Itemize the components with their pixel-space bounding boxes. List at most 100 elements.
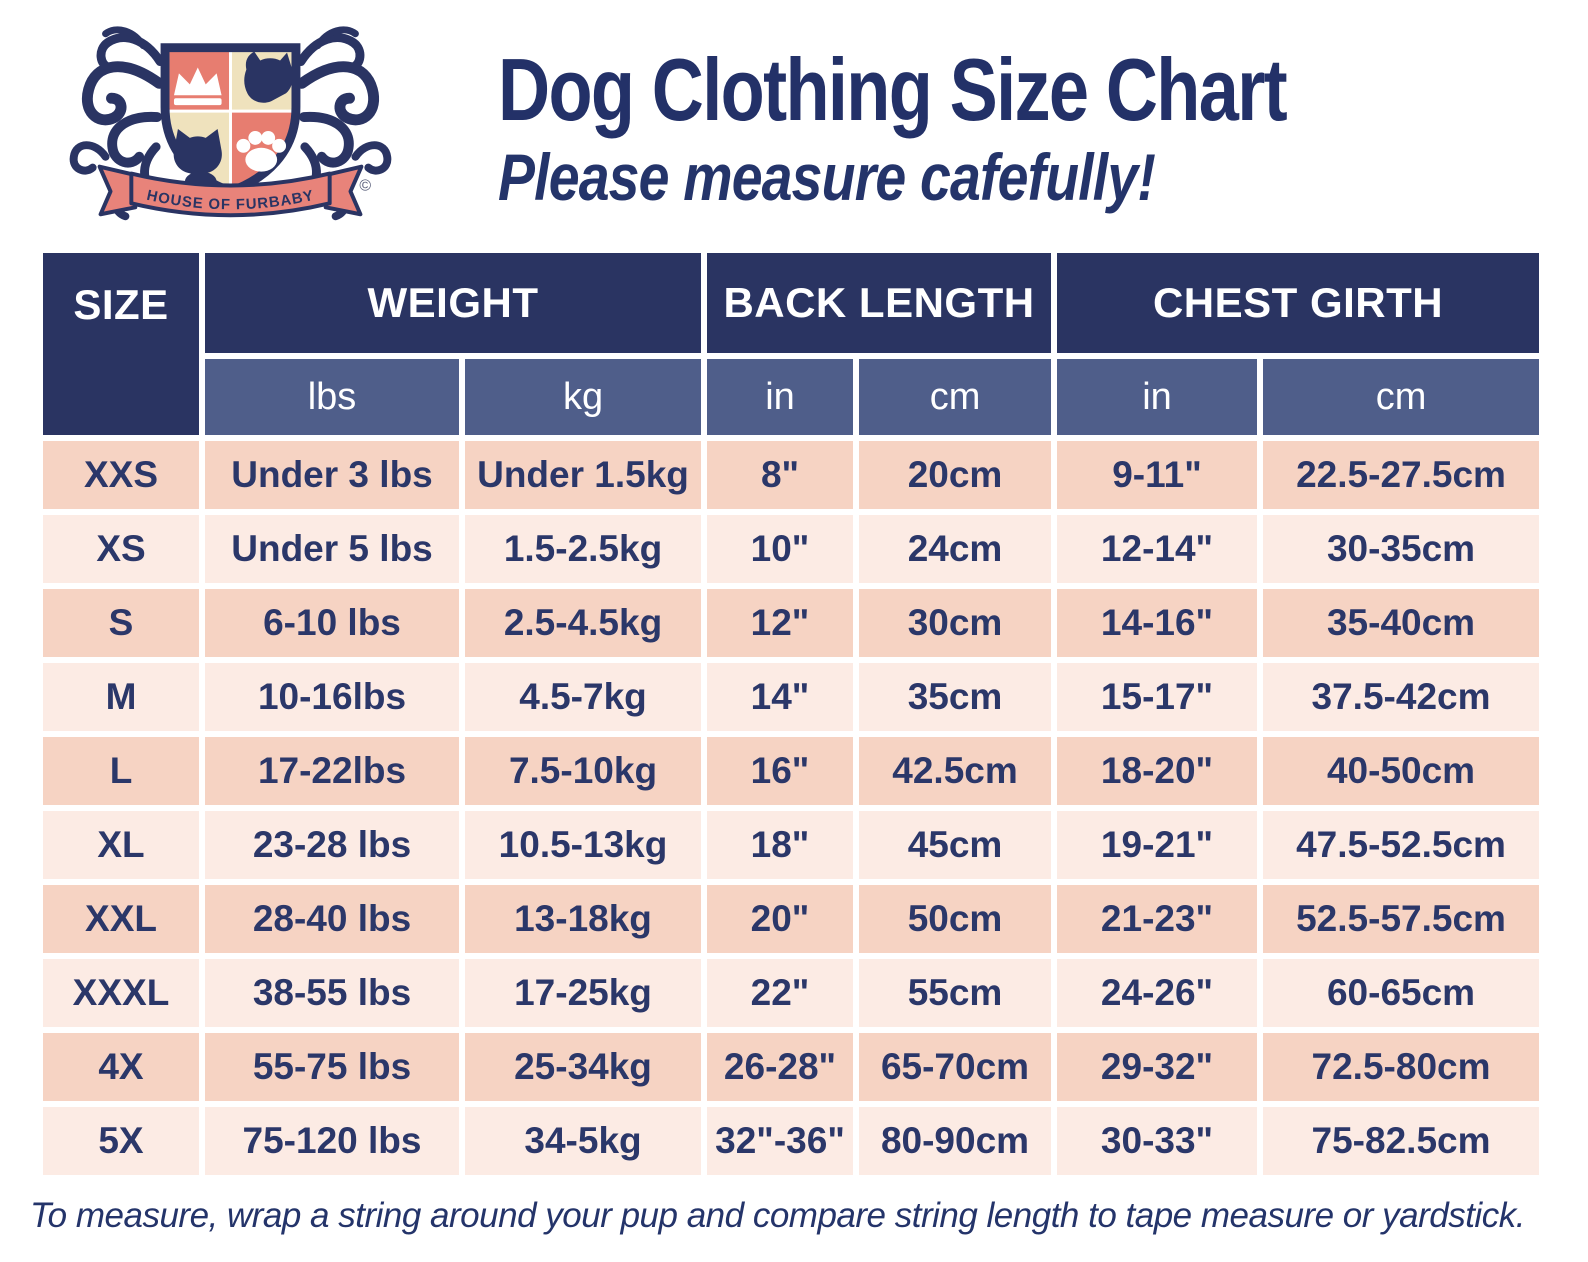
table-row: XXS Under 3 lbs Under 1.5kg 8" 20cm 9-11… xyxy=(43,441,1540,509)
chest-girth-cm-cell: 60-65cm xyxy=(1263,959,1540,1027)
column-header-back-length: BACK LENGTH xyxy=(707,253,1052,353)
weight-kg-cell: Under 1.5kg xyxy=(465,441,702,509)
unit-header-weight-lbs: lbs xyxy=(205,359,459,435)
size-cell: M xyxy=(43,663,199,731)
chest-girth-cm-cell: 72.5-80cm xyxy=(1263,1033,1540,1101)
title-block: Dog Clothing Size Chart Please measure c… xyxy=(498,40,1459,214)
size-cell: S xyxy=(43,589,199,657)
dog-head-icon xyxy=(244,51,294,103)
back-length-cm-cell: 35cm xyxy=(859,663,1052,731)
chest-girth-cm-cell: 52.5-57.5cm xyxy=(1263,885,1540,953)
chest-girth-in-cell: 30-33" xyxy=(1057,1107,1258,1175)
back-length-cm-cell: 24cm xyxy=(859,515,1052,583)
copyright-symbol: © xyxy=(359,177,371,194)
chest-girth-cm-cell: 40-50cm xyxy=(1263,737,1540,805)
chest-girth-in-cell: 24-26" xyxy=(1057,959,1258,1027)
column-group-header-row: SIZE WEIGHT BACK LENGTH CHEST GIRTH xyxy=(43,253,1540,435)
chest-girth-cm-cell: 22.5-27.5cm xyxy=(1263,441,1540,509)
chest-girth-in-cell: 19-21" xyxy=(1057,811,1258,879)
paw-icon xyxy=(236,130,287,172)
size-cell: XXL xyxy=(43,885,199,953)
back-length-cm-cell: 55cm xyxy=(859,959,1052,1027)
weight-lbs-cell: Under 5 lbs xyxy=(205,515,459,583)
size-chart-table: SIZE WEIGHT BACK LENGTH CHEST GIRTH lbs … xyxy=(37,247,1545,1181)
back-length-in-cell: 14" xyxy=(707,663,854,731)
table-row: XXL 28-40 lbs 13-18kg 20" 50cm 21-23" 52… xyxy=(43,885,1540,953)
unit-header-back-cm: cm xyxy=(859,359,1052,435)
back-length-in-cell: 18" xyxy=(707,811,854,879)
chest-girth-in-cell: 21-23" xyxy=(1057,885,1258,953)
back-length-cm-cell: 80-90cm xyxy=(859,1107,1052,1175)
back-length-in-cell: 32"-36" xyxy=(707,1107,854,1175)
size-cell: XXS xyxy=(43,441,199,509)
back-length-cm-cell: 45cm xyxy=(859,811,1052,879)
weight-kg-cell: 7.5-10kg xyxy=(465,737,702,805)
table-row: XXXL 38-55 lbs 17-25kg 22" 55cm 24-26" 6… xyxy=(43,959,1540,1027)
back-length-in-cell: 22" xyxy=(707,959,854,1027)
back-length-in-cell: 26-28" xyxy=(707,1033,854,1101)
chest-girth-in-cell: 12-14" xyxy=(1057,515,1258,583)
crown-icon xyxy=(173,67,222,106)
size-cell: XL xyxy=(43,811,199,879)
chest-girth-in-cell: 29-32" xyxy=(1057,1033,1258,1101)
chest-girth-cm-cell: 30-35cm xyxy=(1263,515,1540,583)
size-cell: 5X xyxy=(43,1107,199,1175)
back-length-in-cell: 8" xyxy=(707,441,854,509)
weight-kg-cell: 1.5-2.5kg xyxy=(465,515,702,583)
size-cell: 4X xyxy=(43,1033,199,1101)
unit-header-chest-cm: cm xyxy=(1263,359,1540,435)
weight-lbs-cell: 28-40 lbs xyxy=(205,885,459,953)
table-row: 4X 55-75 lbs 25-34kg 26-28" 65-70cm 29-3… xyxy=(43,1033,1540,1101)
chest-girth-in-cell: 14-16" xyxy=(1057,589,1258,657)
weight-kg-cell: 4.5-7kg xyxy=(465,663,702,731)
back-length-cm-cell: 42.5cm xyxy=(859,737,1052,805)
table-row: L 17-22lbs 7.5-10kg 16" 42.5cm 18-20" 40… xyxy=(43,737,1540,805)
column-header-size: SIZE xyxy=(43,253,199,435)
weight-lbs-cell: 10-16lbs xyxy=(205,663,459,731)
size-cell: XXXL xyxy=(43,959,199,1027)
chest-girth-in-cell: 18-20" xyxy=(1057,737,1258,805)
weight-kg-cell: 10.5-13kg xyxy=(465,811,702,879)
unit-header-back-in: in xyxy=(707,359,854,435)
weight-lbs-cell: 75-120 lbs xyxy=(205,1107,459,1175)
back-length-in-cell: 16" xyxy=(707,737,854,805)
weight-lbs-cell: 55-75 lbs xyxy=(205,1033,459,1101)
weight-lbs-cell: Under 3 lbs xyxy=(205,441,459,509)
weight-kg-cell: 34-5kg xyxy=(465,1107,702,1175)
table-row: 5X 75-120 lbs 34-5kg 32"-36" 80-90cm 30-… xyxy=(43,1107,1540,1175)
weight-kg-cell: 2.5-4.5kg xyxy=(465,589,702,657)
table-row: XS Under 5 lbs 1.5-2.5kg 10" 24cm 12-14"… xyxy=(43,515,1540,583)
weight-lbs-cell: 17-22lbs xyxy=(205,737,459,805)
page-title: Dog Clothing Size Chart xyxy=(498,40,1288,139)
back-length-in-cell: 12" xyxy=(707,589,854,657)
chest-girth-in-cell: 15-17" xyxy=(1057,663,1258,731)
weight-kg-cell: 13-18kg xyxy=(465,885,702,953)
unit-header-chest-in: in xyxy=(1057,359,1258,435)
chest-girth-cm-cell: 75-82.5cm xyxy=(1263,1107,1540,1175)
measuring-instructions-note: To measure, wrap a string around your pu… xyxy=(30,1196,1525,1235)
ribbon-banner: HOUSE OF FURBABY xyxy=(97,164,364,218)
back-length-cm-cell: 30cm xyxy=(859,589,1052,657)
weight-lbs-cell: 38-55 lbs xyxy=(205,959,459,1027)
unit-header-row: lbs kg in cm in cm xyxy=(43,359,1540,435)
chest-girth-cm-cell: 37.5-42cm xyxy=(1263,663,1540,731)
back-length-cm-cell: 20cm xyxy=(859,441,1052,509)
table-row: XL 23-28 lbs 10.5-13kg 18" 45cm 19-21" 4… xyxy=(43,811,1540,879)
page-subtitle: Please measure cafefully! xyxy=(498,140,1156,214)
column-header-chest-girth: CHEST GIRTH xyxy=(1057,253,1540,353)
unit-header-weight-kg: kg xyxy=(465,359,702,435)
weight-kg-cell: 17-25kg xyxy=(465,959,702,1027)
chest-girth-in-cell: 9-11" xyxy=(1057,441,1258,509)
column-header-weight: WEIGHT xyxy=(205,253,702,353)
weight-lbs-cell: 23-28 lbs xyxy=(205,811,459,879)
house-of-furbaby-logo: HOUSE OF FURBABY © xyxy=(58,6,403,244)
weight-lbs-cell: 6-10 lbs xyxy=(205,589,459,657)
back-length-cm-cell: 50cm xyxy=(859,885,1052,953)
back-length-cm-cell: 65-70cm xyxy=(859,1033,1052,1101)
table-row: M 10-16lbs 4.5-7kg 14" 35cm 15-17" 37.5-… xyxy=(43,663,1540,731)
weight-kg-cell: 25-34kg xyxy=(465,1033,702,1101)
chest-girth-cm-cell: 47.5-52.5cm xyxy=(1263,811,1540,879)
size-cell: L xyxy=(43,737,199,805)
size-cell: XS xyxy=(43,515,199,583)
